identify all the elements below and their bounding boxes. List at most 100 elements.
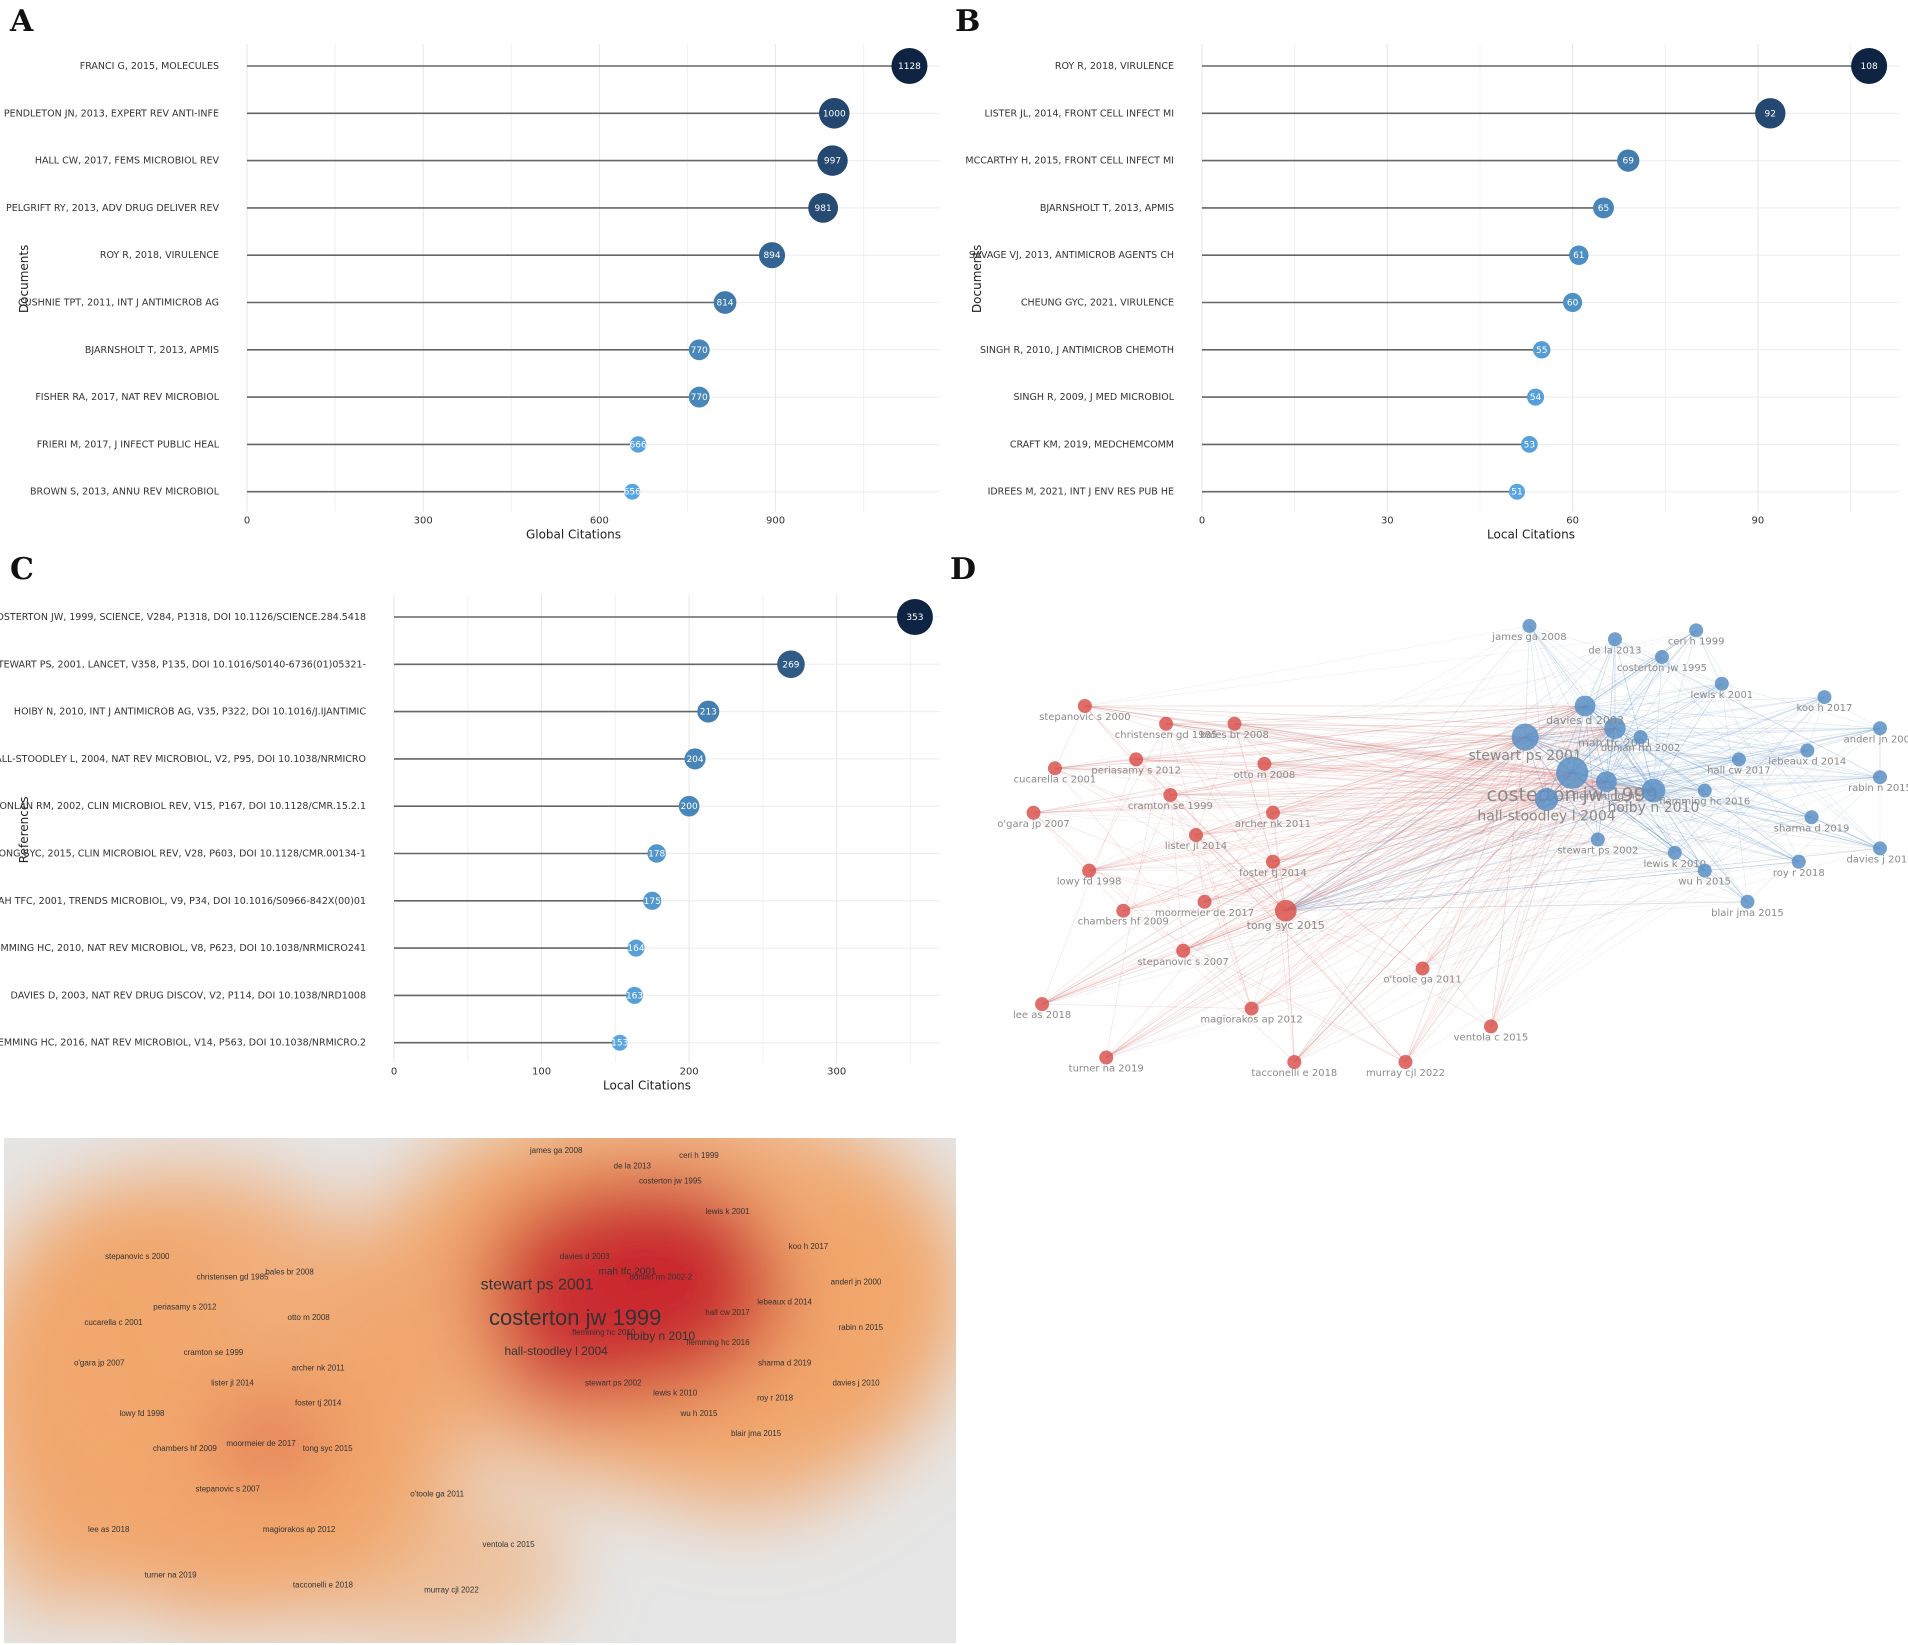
network-edge: [1272, 736, 1526, 863]
network-edge: [1285, 861, 1799, 911]
network-edge: [1584, 705, 1599, 840]
density-label: lister jl 2014: [211, 1378, 254, 1387]
lollipop-point: [678, 795, 700, 817]
density-label: hall-stoodley l 2004: [504, 1344, 608, 1358]
lollipop-point: [1755, 98, 1786, 129]
network-node-label: flemming hc: [1572, 790, 1641, 803]
network-edge: [1170, 794, 1675, 854]
network-node-label: anderl jn 2000: [1844, 734, 1908, 745]
network-edge: [1285, 848, 1881, 911]
network-edge: [1136, 759, 1547, 800]
network-edge: [1614, 630, 1697, 729]
value-label: 92: [1765, 109, 1776, 119]
x-tick-label: 300: [827, 1067, 846, 1078]
network-edge: [1251, 736, 1526, 1009]
network-edge: [1572, 772, 1675, 854]
lollipop-point: [611, 1034, 628, 1051]
network-node: [1791, 854, 1806, 869]
network-edge: [1182, 736, 1526, 952]
network-node: [1047, 761, 1062, 776]
network-edge: [1695, 630, 1723, 684]
network-edge: [1546, 790, 1654, 800]
network-edge: [1234, 723, 1812, 818]
network-node: [1556, 756, 1589, 789]
density-label: periasamy s 2012: [153, 1303, 217, 1312]
network-node-label: o'gara jp 2007: [997, 819, 1070, 830]
network-edge: [1054, 768, 1675, 854]
network-edge: [1204, 848, 1881, 903]
density-label: davies d 2003: [560, 1252, 610, 1261]
network-edge: [1606, 630, 1697, 782]
network-edge: [1614, 639, 1654, 791]
lollipop-point: [697, 700, 720, 723]
network-edge: [1054, 768, 1286, 911]
network-edge: [1546, 799, 1799, 863]
network-edge: [1106, 910, 1286, 1058]
network-edge: [1572, 772, 1705, 871]
network-edge: [1166, 723, 1739, 760]
network-edge: [1285, 736, 1526, 911]
x-tick-label: 300: [414, 516, 433, 527]
network-edge: [1183, 630, 1697, 952]
network-edge: [1041, 630, 1697, 1005]
category-label: FLEMMING HC, 2010, NAT REV MICROBIOL, V8…: [0, 943, 366, 954]
network-edge: [1170, 790, 1654, 796]
network-edge: [1597, 696, 1825, 840]
network-edge: [1525, 736, 1739, 760]
density-label: mah tfc 2001: [599, 1266, 657, 1277]
network-edge: [1571, 772, 1748, 903]
network-edge: [1272, 705, 1586, 814]
network-edge: [1106, 1008, 1252, 1058]
x-tick-label: 0: [244, 516, 250, 527]
network-edge: [1033, 812, 1252, 1009]
network-edge: [1653, 683, 1723, 791]
network-edge: [1106, 696, 1825, 1058]
network-edge: [1054, 656, 1663, 769]
network-edge: [1089, 705, 1586, 871]
network-edge: [1405, 799, 1547, 1063]
network-edge: [1264, 736, 1526, 765]
network-edge: [1106, 727, 1616, 1058]
category-label: FLEMMING HC, 2016, NAT REV MICROBIOL, V1…: [0, 1038, 366, 1049]
network-edge: [1123, 625, 1530, 911]
network-edge: [1264, 727, 1615, 765]
network-node-label: cramton se 1999: [1128, 801, 1213, 812]
network-edge: [1606, 781, 1748, 903]
network-edge: [1285, 750, 1808, 911]
network-node: [1035, 997, 1050, 1012]
network-edge: [1524, 736, 1599, 840]
network-edge: [1824, 696, 1881, 729]
network-edge: [1084, 705, 1607, 782]
network-edge: [1584, 705, 1607, 782]
density-label: lee as 2018: [88, 1525, 130, 1534]
network-node-label: stewart ps 2002: [1557, 846, 1638, 857]
network-edge: [1285, 750, 1808, 912]
network-edge: [1704, 728, 1881, 871]
network-edge: [1525, 696, 1825, 738]
network-edge: [1183, 910, 1286, 952]
network-edge: [1195, 834, 1406, 1063]
network-edge: [1422, 737, 1526, 969]
network-edge: [1546, 790, 1654, 800]
network-edge: [1285, 727, 1616, 912]
category-label: CHEUNG GYC, 2021, VIRULENCE: [1021, 298, 1174, 309]
lollipop-point: [1569, 245, 1589, 265]
network-edge: [1089, 870, 1286, 912]
network-edge: [1033, 683, 1722, 814]
network-edge: [1264, 763, 1547, 800]
network-edge: [1054, 767, 1573, 774]
network-edge: [1614, 727, 1881, 778]
network-edge: [1272, 772, 1573, 863]
network-edge: [1572, 772, 1705, 791]
network-edge: [1123, 772, 1573, 912]
network-node: [1689, 623, 1704, 638]
network-edge: [1204, 772, 1573, 903]
lollipop-point: [1617, 149, 1640, 172]
network-edge: [1525, 727, 1615, 738]
value-label: 108: [1861, 62, 1878, 72]
network-edge: [1405, 816, 1812, 1063]
network-edge: [1695, 630, 1800, 862]
network-edge: [1106, 799, 1547, 1058]
network-edge: [1584, 705, 1881, 729]
network-edge: [1524, 625, 1530, 738]
